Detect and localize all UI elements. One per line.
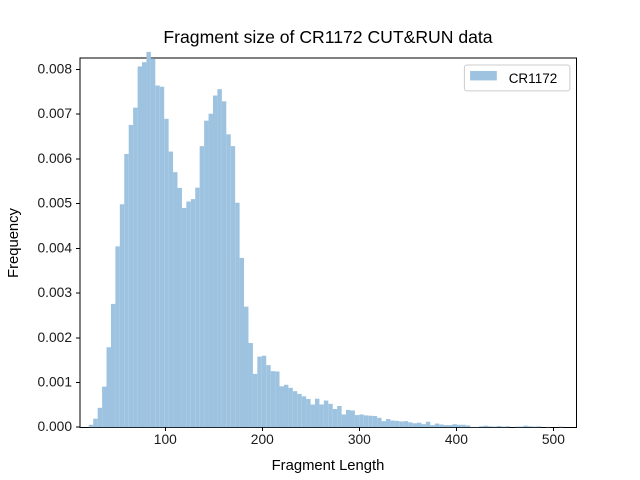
svg-text:0.002: 0.002 [37, 330, 72, 345]
svg-text:0.000: 0.000 [37, 419, 72, 434]
svg-text:400: 400 [445, 432, 468, 447]
svg-text:200: 200 [251, 432, 274, 447]
svg-text:500: 500 [542, 432, 565, 447]
svg-text:300: 300 [348, 432, 371, 447]
svg-text:0.001: 0.001 [37, 374, 72, 389]
svg-text:0.005: 0.005 [37, 196, 72, 211]
svg-text:100: 100 [154, 432, 177, 447]
svg-text:0.007: 0.007 [37, 106, 72, 121]
svg-text:0.006: 0.006 [37, 151, 72, 166]
svg-text:0.008: 0.008 [37, 62, 72, 77]
svg-text:Frequency: Frequency [6, 207, 22, 278]
svg-text:0.004: 0.004 [37, 240, 72, 255]
svg-text:Fragment Length: Fragment Length [272, 458, 385, 474]
svg-text:Fragment size of CR1172 CUT&RU: Fragment size of CR1172 CUT&RUN data [163, 27, 492, 47]
svg-text:0.003: 0.003 [37, 285, 72, 300]
svg-text:CR1172: CR1172 [509, 71, 558, 86]
